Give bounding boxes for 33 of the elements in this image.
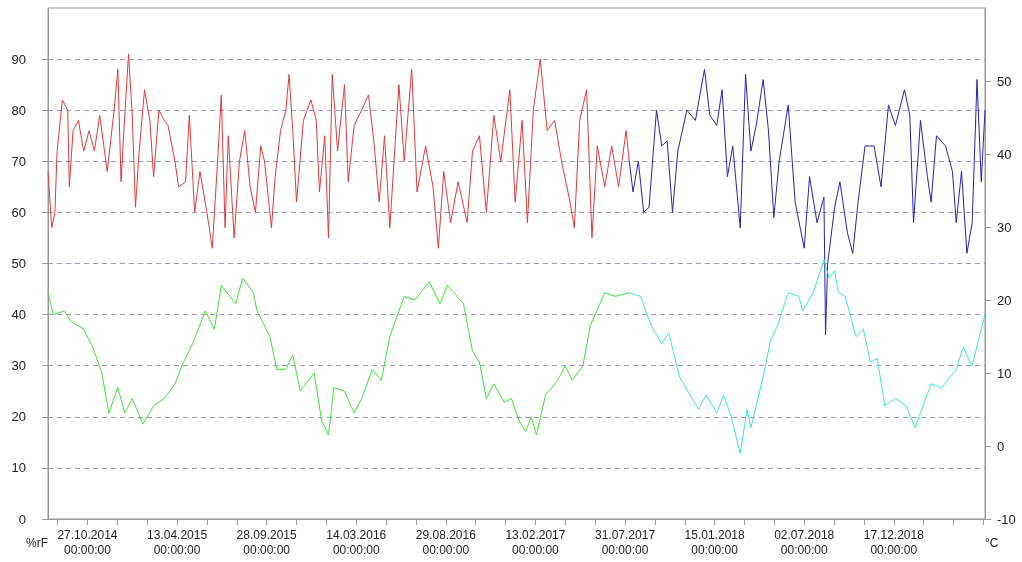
y-tick-label: 10 bbox=[11, 460, 26, 476]
y-axis-title: %rF bbox=[26, 536, 48, 550]
y-tick-label: 30 bbox=[11, 358, 26, 374]
y-tick-label: 20 bbox=[11, 409, 26, 425]
x-tick-label: 17.12.2018 00:00:00 bbox=[863, 527, 925, 557]
y-tick-label: 60 bbox=[11, 204, 26, 220]
y2-tick-label: 40 bbox=[997, 146, 1012, 162]
line-series bbox=[47, 53, 630, 249]
x-tick-label: 27.10.2014 00:00:00 bbox=[57, 527, 118, 557]
x-tick-label: 15.01.2018 00:00:00 bbox=[684, 527, 745, 557]
line-series bbox=[628, 259, 986, 454]
line-series bbox=[47, 277, 630, 436]
line-series bbox=[628, 68, 986, 336]
y-tick-label: 90 bbox=[11, 51, 26, 67]
x-tick-label: 29.08.2016 00:00:00 bbox=[415, 527, 477, 557]
y-tick-label: 70 bbox=[11, 153, 26, 169]
x-tick-label: 13.04.2015 00:00:00 bbox=[147, 527, 208, 557]
y-tick-label: 40 bbox=[11, 307, 26, 323]
y-tick-label: 0 bbox=[18, 511, 26, 527]
y2-tick-label: 20 bbox=[997, 292, 1012, 308]
x-tick-label: 14.03.2016 00:00:00 bbox=[326, 527, 387, 557]
x-tick-label: 31.07.2017 00:00:00 bbox=[594, 527, 656, 557]
x-tick-label: 13.02.2017 00:00:00 bbox=[505, 527, 566, 557]
x-tick-label: 28.09.2015 00:00:00 bbox=[236, 527, 297, 557]
y2-tick-label: 50 bbox=[997, 73, 1012, 89]
y2-tick-label: 0 bbox=[997, 438, 1005, 454]
y-tick-label: 50 bbox=[11, 256, 26, 271]
y2-axis-title: °C bbox=[985, 536, 999, 550]
x-tick-label: 02.07.2018 00:00:00 bbox=[774, 527, 835, 557]
y2-tick-label: 10 bbox=[997, 365, 1012, 381]
y2-tick-label: 30 bbox=[997, 219, 1012, 235]
y-tick-label: 80 bbox=[11, 102, 26, 118]
y2-tick-label: -10 bbox=[997, 511, 1016, 527]
